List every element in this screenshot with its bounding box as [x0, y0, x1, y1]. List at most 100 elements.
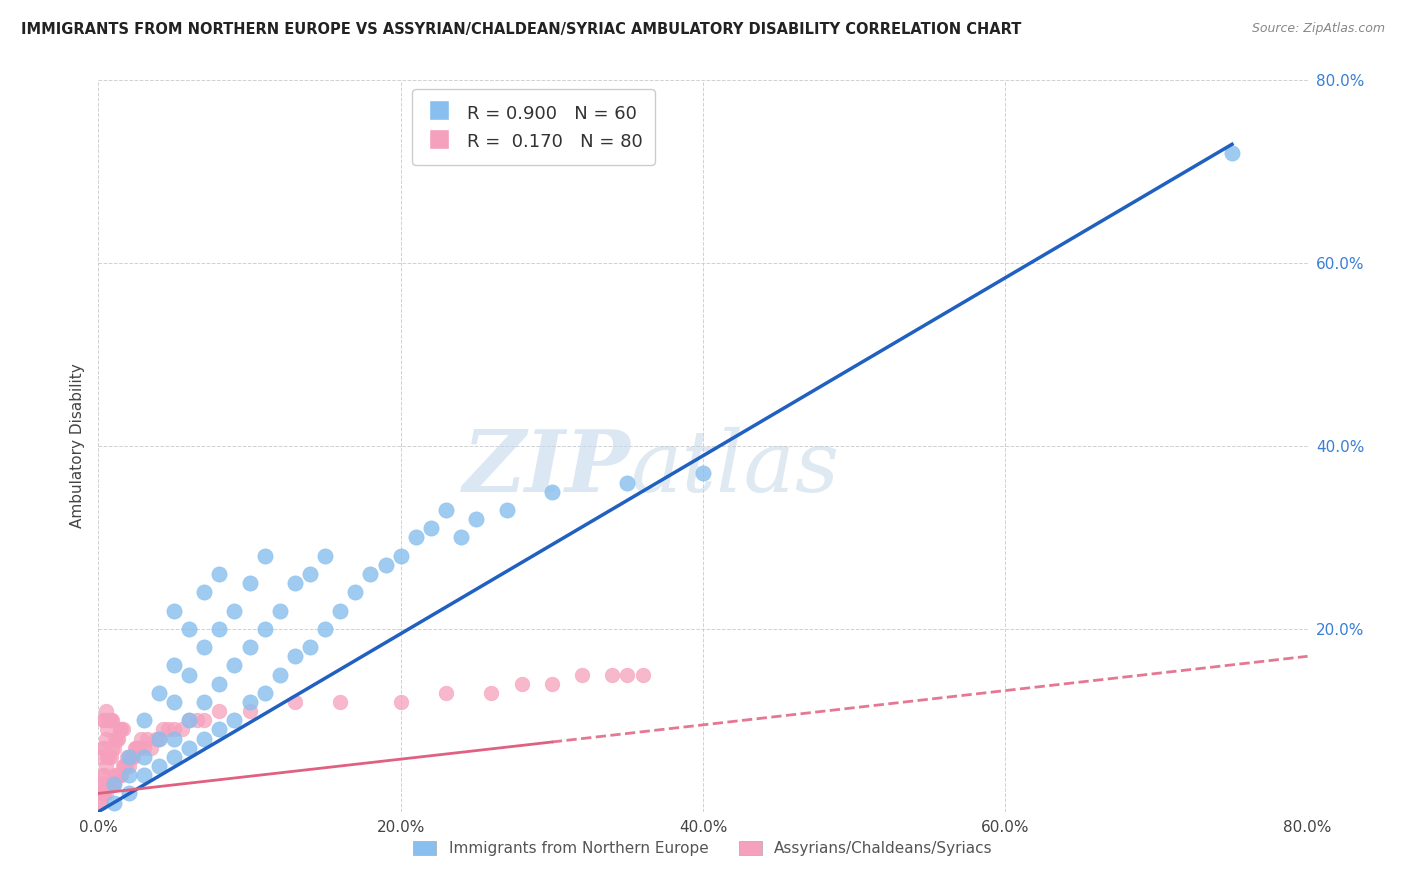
Point	[89, 796, 111, 810]
Point	[112, 759, 135, 773]
Point	[193, 640, 215, 655]
Point	[360, 567, 382, 582]
Point	[495, 503, 517, 517]
Point	[208, 676, 231, 690]
Point	[329, 695, 352, 709]
Point	[94, 731, 117, 746]
Point	[118, 759, 141, 773]
Point	[141, 740, 163, 755]
Point	[132, 714, 155, 728]
Point	[91, 714, 114, 728]
Point	[90, 749, 112, 764]
Point	[239, 576, 262, 591]
Point	[239, 695, 262, 709]
Point	[124, 740, 146, 755]
Point	[104, 731, 127, 746]
Point	[631, 667, 654, 681]
Point	[98, 777, 121, 791]
Point	[253, 686, 276, 700]
Point	[163, 603, 186, 617]
Point	[253, 549, 276, 563]
Point	[91, 787, 114, 801]
Point	[284, 649, 307, 664]
Point	[389, 695, 412, 709]
Point	[132, 749, 155, 764]
Point	[145, 731, 167, 746]
Point	[170, 723, 193, 737]
Point	[224, 603, 246, 617]
Point	[163, 731, 186, 746]
Point	[510, 676, 533, 690]
Point	[110, 768, 132, 782]
Point	[118, 787, 141, 801]
Point	[108, 723, 131, 737]
Point	[107, 731, 129, 746]
Point	[98, 749, 121, 764]
Point	[616, 475, 638, 490]
Point	[96, 777, 118, 791]
Point	[163, 723, 186, 737]
Point	[100, 714, 122, 728]
Point	[103, 740, 125, 755]
Point	[96, 749, 118, 764]
Point	[692, 467, 714, 481]
Point	[111, 723, 134, 737]
Point	[103, 777, 125, 791]
Point	[1220, 146, 1243, 161]
Point	[450, 530, 472, 544]
Point	[96, 723, 118, 737]
Point	[98, 714, 121, 728]
Point	[540, 484, 562, 499]
Point	[208, 723, 231, 737]
Point	[90, 777, 112, 791]
Point	[314, 622, 336, 636]
Point	[118, 749, 141, 764]
Legend: Immigrants from Northern Europe, Assyrians/Chaldeans/Syriacs: Immigrants from Northern Europe, Assyria…	[408, 835, 998, 863]
Point	[89, 777, 111, 791]
Point	[94, 759, 117, 773]
Text: atlas: atlas	[630, 426, 839, 509]
Point	[127, 740, 149, 755]
Point	[179, 667, 201, 681]
Y-axis label: Ambulatory Disability: Ambulatory Disability	[69, 364, 84, 528]
Point	[616, 667, 638, 681]
Point	[284, 576, 307, 591]
Point	[93, 787, 115, 801]
Point	[101, 740, 124, 755]
Point	[344, 585, 367, 599]
Point	[148, 731, 170, 746]
Point	[163, 749, 186, 764]
Point	[104, 768, 127, 782]
Point	[239, 640, 262, 655]
Point	[125, 740, 148, 755]
Text: IMMIGRANTS FROM NORTHERN EUROPE VS ASSYRIAN/CHALDEAN/SYRIAC AMBULATORY DISABILIT: IMMIGRANTS FROM NORTHERN EUROPE VS ASSYR…	[21, 22, 1022, 37]
Point	[94, 704, 117, 718]
Point	[148, 759, 170, 773]
Point	[224, 658, 246, 673]
Point	[405, 530, 427, 544]
Point	[108, 768, 131, 782]
Point	[465, 512, 488, 526]
Point	[105, 731, 128, 746]
Point	[114, 759, 136, 773]
Point	[101, 714, 124, 728]
Point	[91, 740, 114, 755]
Point	[179, 714, 201, 728]
Point	[115, 749, 138, 764]
Point	[374, 558, 396, 572]
Point	[193, 695, 215, 709]
Point	[100, 749, 122, 764]
Point	[208, 704, 231, 718]
Point	[163, 695, 186, 709]
Point	[239, 704, 262, 718]
Point	[120, 749, 142, 764]
Point	[152, 723, 174, 737]
Point	[100, 777, 122, 791]
Point	[103, 777, 125, 791]
Point	[186, 714, 208, 728]
Point	[94, 787, 117, 801]
Point	[132, 740, 155, 755]
Point	[571, 667, 593, 681]
Point	[132, 768, 155, 782]
Point	[284, 695, 307, 709]
